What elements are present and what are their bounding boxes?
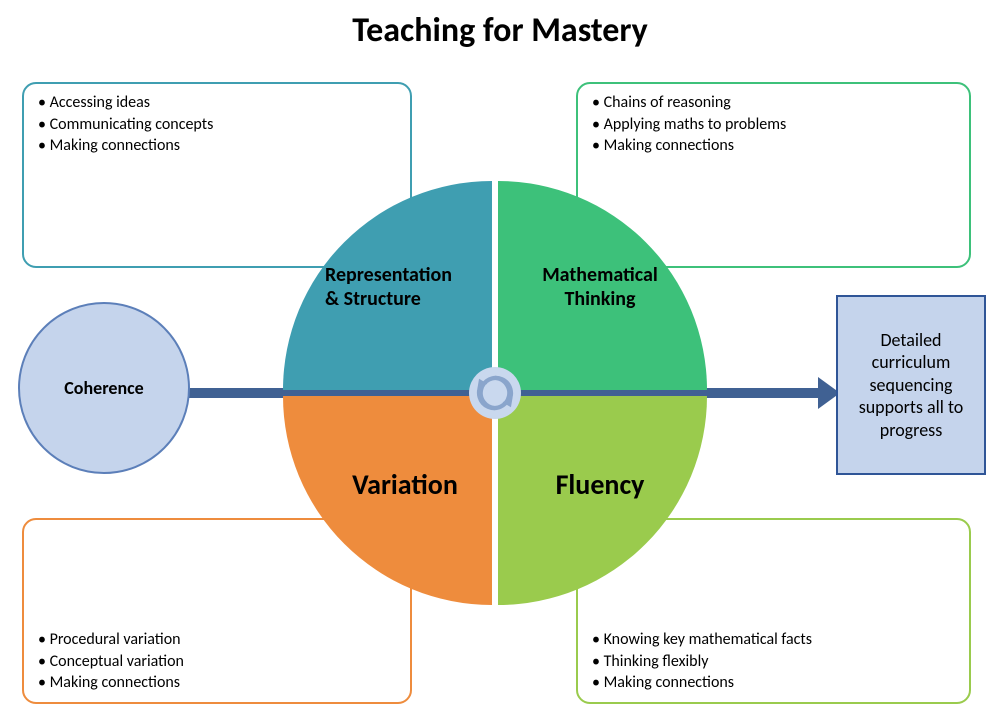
info-item: Conceptual variation [38, 651, 396, 673]
info-item: Accessing ideas [38, 92, 396, 114]
cycle-icon [469, 367, 521, 419]
coherence-label: Coherence [64, 377, 143, 399]
info-item: Knowing key mathematical facts [592, 629, 955, 651]
page-title: Teaching for Mastery [0, 10, 1000, 51]
outcome-text: Detailed curriculum sequencing supports … [846, 329, 976, 442]
info-item: Procedural variation [38, 629, 396, 651]
outcome-box: Detailed curriculum sequencing supports … [836, 295, 986, 475]
coherence-circle: Coherence [18, 302, 190, 474]
info-item: Thinking flexibly [592, 651, 955, 673]
info-item: Making connections [592, 672, 955, 694]
quadrant-label-representation: Representation& Structure [325, 263, 485, 311]
info-item: Making connections [38, 672, 396, 694]
quadrant-label-variation: Variation [325, 468, 485, 502]
info-item: Applying maths to problems [592, 114, 955, 136]
quadrant-label-fluency: Fluency [525, 468, 675, 502]
info-item: Communicating concepts [38, 114, 396, 136]
info-item: Making connections [592, 135, 955, 157]
quadrant-label-thinking: MathematicalThinking [525, 263, 675, 311]
info-item: Making connections [38, 135, 396, 157]
info-item: Chains of reasoning [592, 92, 955, 114]
